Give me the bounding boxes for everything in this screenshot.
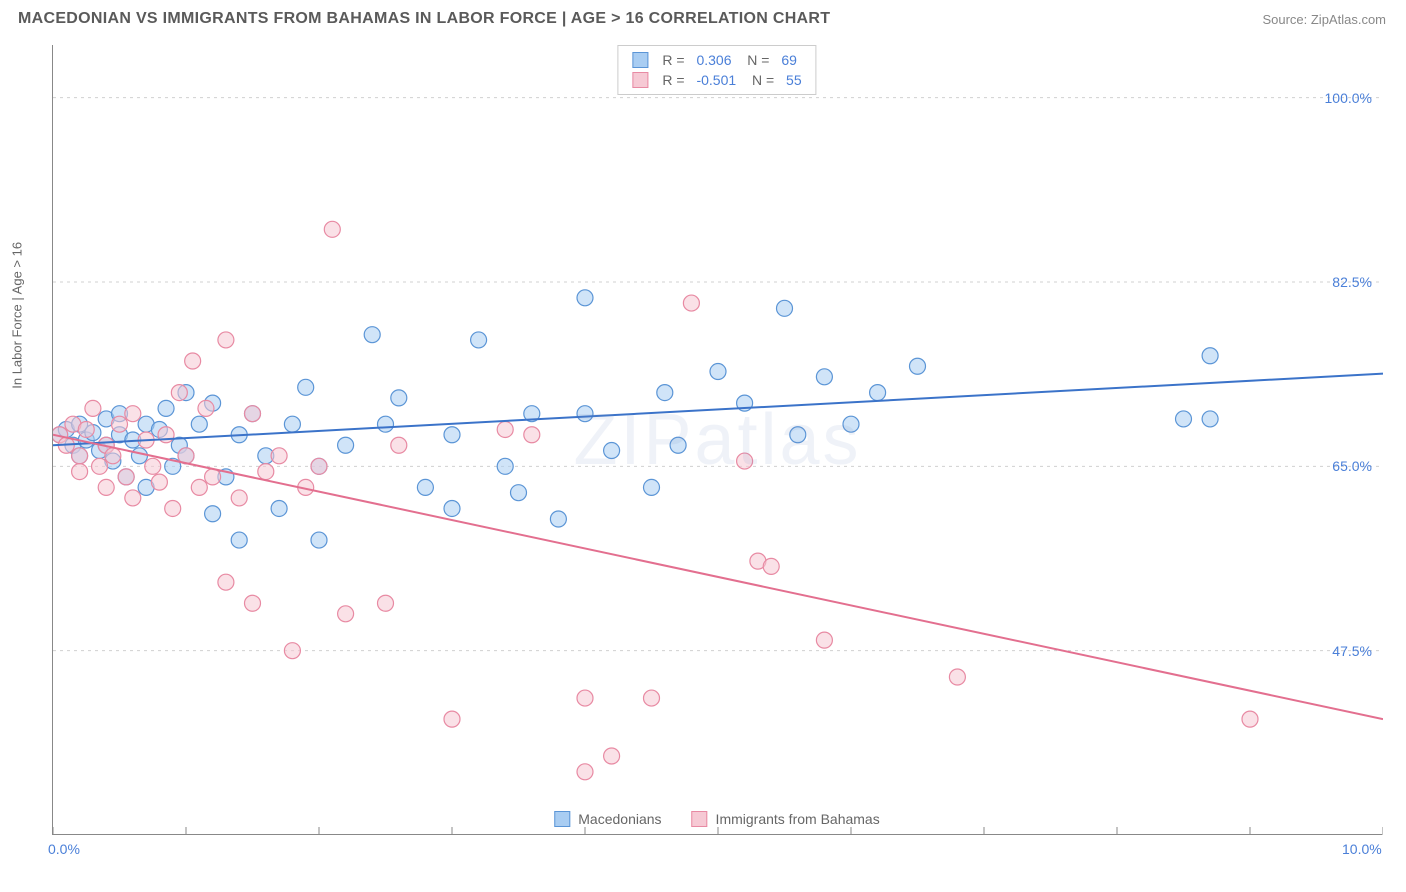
legend-label-1: Macedonians <box>578 811 661 827</box>
n-label: N = <box>740 52 774 68</box>
swatch-series1 <box>632 52 648 68</box>
swatch-bahamas <box>692 811 708 827</box>
legend-item-2: Immigrants from Bahamas <box>692 811 880 827</box>
n-value-1: 69 <box>781 52 797 68</box>
scatter-svg <box>53 45 1383 835</box>
y-axis-label: In Labor Force | Age > 16 <box>10 242 25 389</box>
legend-row-series2: R = -0.501 N = 55 <box>632 70 801 90</box>
r-label: R = <box>662 52 688 68</box>
legend-label-2: Immigrants from Bahamas <box>716 811 880 827</box>
swatch-macedonians <box>554 811 570 827</box>
y-tick-label: 47.5% <box>1332 643 1372 659</box>
swatch-series2 <box>632 72 648 88</box>
y-tick-label: 82.5% <box>1332 274 1372 290</box>
correlation-legend: R = 0.306 N = 69 R = -0.501 N = 55 <box>617 45 816 95</box>
x-tick-label: 10.0% <box>1342 841 1382 857</box>
chart-header: MACEDONIAN VS IMMIGRANTS FROM BAHAMAS IN… <box>0 0 1406 36</box>
chart-title: MACEDONIAN VS IMMIGRANTS FROM BAHAMAS IN… <box>18 10 830 28</box>
r-value-2: -0.501 <box>696 72 736 88</box>
n-label: N = <box>744 72 778 88</box>
n-value-2: 55 <box>786 72 802 88</box>
plot-area: ZIPatlas <box>52 45 1382 835</box>
r-label: R = <box>662 72 688 88</box>
r-value-1: 0.306 <box>696 52 731 68</box>
x-tick-label: 0.0% <box>48 841 80 857</box>
chart-source: Source: ZipAtlas.com <box>1262 12 1386 27</box>
legend-row-series1: R = 0.306 N = 69 <box>632 50 801 70</box>
legend-item-1: Macedonians <box>554 811 661 827</box>
chart-area: In Labor Force | Age > 16 ZIPatlas R = 0… <box>52 45 1382 835</box>
y-tick-label: 65.0% <box>1332 458 1372 474</box>
series-legend: Macedonians Immigrants from Bahamas <box>546 811 887 827</box>
y-tick-label: 100.0% <box>1325 90 1372 106</box>
